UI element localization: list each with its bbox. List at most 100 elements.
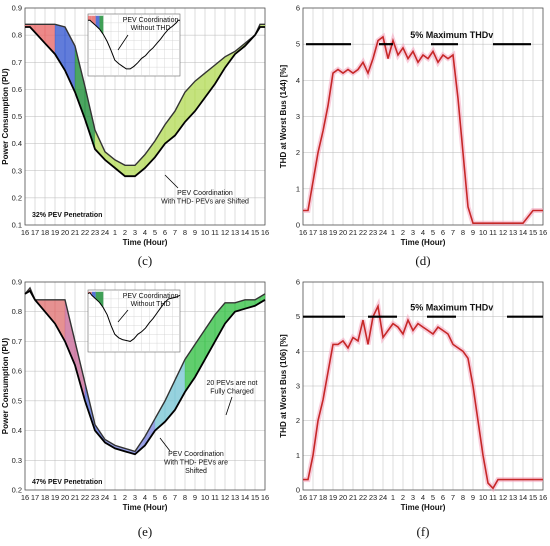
inset-band	[99, 291, 104, 308]
panel-caption: (d)	[415, 253, 430, 268]
series-line-coordinated	[24, 286, 266, 453]
y-tick-label: 0.4	[12, 139, 22, 148]
x-tick-label: 21	[349, 228, 357, 237]
y-tick-label: 0.9	[12, 4, 22, 13]
x-tick-label: 13	[509, 228, 517, 237]
x-tick-label: 15	[251, 228, 259, 237]
x-tick-label: 16	[261, 493, 269, 502]
y-tick-label: 0.7	[12, 58, 22, 67]
plot-frame	[302, 7, 544, 226]
y-tick-label: 0.6	[12, 367, 22, 376]
thd-limit-label: 5% Maximum THDv	[410, 30, 493, 40]
penetration-label: 32% PEV Penetration	[32, 212, 102, 219]
y-tick-label: 0.5	[12, 396, 22, 405]
y-axis-label: THD at Worst Bus (106) [%]	[279, 334, 288, 438]
x-tick-label: 19	[329, 228, 337, 237]
x-tick-label: 22	[81, 228, 89, 237]
x-tick-label: 14	[519, 228, 527, 237]
x-tick-label: 20	[61, 493, 69, 502]
x-tick-label: 8	[461, 493, 465, 502]
annotation-not-charged: Fully Charged	[210, 389, 254, 396]
x-tick-label: 3	[411, 228, 415, 237]
x-tick-label: 19	[51, 493, 59, 502]
panel-caption: (e)	[138, 524, 152, 539]
x-tick-label: 17	[31, 493, 39, 502]
y-tick-label: 0.5	[12, 112, 22, 121]
y-tick-label: 4	[296, 347, 300, 356]
x-tick-label: 1	[113, 228, 117, 237]
x-tick-label: 18	[41, 493, 49, 502]
y-tick-label: 0.2	[12, 486, 22, 495]
y-tick-label: 1	[296, 451, 300, 460]
series-line-base	[24, 289, 266, 456]
x-tick-label: 15	[529, 228, 537, 237]
x-tick-label: 5	[431, 228, 435, 237]
y-tick-label: 0.6	[12, 85, 22, 94]
inset-line	[88, 19, 180, 70]
x-tick-label: 4	[421, 228, 425, 237]
x-tick-label: 4	[421, 493, 425, 502]
x-tick-label: 24	[379, 228, 387, 237]
x-tick-label: 11	[211, 493, 219, 502]
y-tick-label: 0	[296, 486, 300, 495]
x-tick-label: 19	[51, 228, 59, 237]
x-tick-label: 22	[81, 493, 89, 502]
inset-label-line2: Without THD	[131, 25, 171, 32]
x-tick-label: 23	[91, 493, 99, 502]
y-tick-label: 0.3	[12, 456, 22, 465]
y-tick-label: 0.9	[12, 278, 22, 287]
x-tick-label: 7	[451, 493, 455, 502]
x-tick-label: 2	[123, 228, 127, 237]
x-tick-label: 13	[231, 493, 239, 502]
y-tick-label: 0.2	[12, 193, 22, 202]
x-tick-label: 10	[479, 493, 487, 502]
x-axis-label: Time (Hour)	[123, 238, 168, 247]
y-tick-label: 0.1	[12, 221, 22, 230]
panel-caption: (c)	[138, 253, 152, 268]
y-tick-label: 6	[296, 278, 300, 287]
x-tick-label: 16	[21, 228, 29, 237]
y-tick-label: 0.3	[12, 166, 22, 175]
x-tick-label: 7	[173, 228, 177, 237]
x-tick-label: 10	[201, 228, 209, 237]
x-tick-label: 1	[391, 228, 395, 237]
shaded-band	[124, 165, 136, 177]
x-tick-label: 14	[519, 493, 527, 502]
y-tick-label: 0	[296, 221, 300, 230]
x-tick-label: 20	[339, 493, 347, 502]
x-tick-label: 13	[231, 228, 239, 237]
y-axis-label: Power Consumption (PU)	[1, 337, 10, 434]
x-tick-label: 16	[539, 493, 547, 502]
x-tick-label: 23	[369, 228, 377, 237]
x-tick-label: 24	[101, 493, 109, 502]
y-axis-label: THD at Worst Bus (144) [%]	[279, 64, 288, 168]
x-tick-label: 9	[193, 228, 197, 237]
plot-frame	[24, 281, 266, 491]
y-tick-label: 6	[296, 4, 300, 13]
annotation-shifted: With THD- PEVs are Shifted	[161, 199, 249, 206]
x-tick-label: 12	[221, 228, 229, 237]
y-tick-label: 3	[296, 382, 300, 391]
x-tick-label: 19	[329, 493, 337, 502]
x-axis-label: Time (Hour)	[123, 503, 168, 512]
x-tick-label: 5	[153, 493, 157, 502]
x-tick-label: 1	[113, 493, 117, 502]
x-tick-label: 10	[201, 493, 209, 502]
x-tick-label: 16	[299, 228, 307, 237]
series-line-coordinated	[25, 23, 265, 166]
chart-e: 0.20.30.40.50.60.70.80.916 17 18 19 20 21 22 23…	[1, 278, 269, 540]
x-tick-label: 8	[183, 228, 187, 237]
annotation-pointer	[164, 174, 179, 189]
x-tick-label: 8	[183, 493, 187, 502]
inset-pointer	[117, 34, 129, 51]
x-tick-label: 4	[143, 228, 147, 237]
x-tick-label: 24	[101, 228, 109, 237]
x-tick-label: 9	[193, 493, 197, 502]
x-tick-label: 20	[339, 228, 347, 237]
annotation-shifted: PEV Coordination	[177, 190, 233, 197]
x-tick-label: 7	[451, 228, 455, 237]
inset-label-line1: PEV Coordination	[123, 17, 179, 24]
inset-band	[88, 15, 90, 21]
